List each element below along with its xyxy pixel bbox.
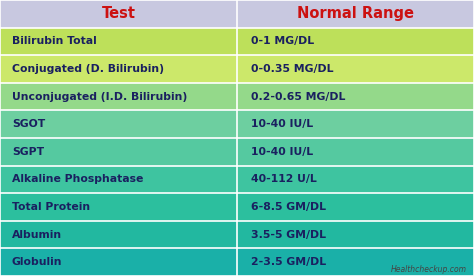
Text: 10-40 IU/L: 10-40 IU/L	[251, 119, 313, 129]
Text: 2-3.5 GM/DL: 2-3.5 GM/DL	[251, 257, 326, 267]
Bar	[0, 221, 474, 248]
Text: 40-112 U/L: 40-112 U/L	[251, 174, 317, 184]
Text: Globulin: Globulin	[12, 257, 63, 267]
Bar	[0, 55, 474, 83]
Text: SGOT: SGOT	[12, 119, 45, 129]
Bar	[0, 28, 474, 55]
Text: 6-8.5 GM/DL: 6-8.5 GM/DL	[251, 202, 326, 212]
Text: 10-40 IU/L: 10-40 IU/L	[251, 147, 313, 157]
Text: Albumin: Albumin	[12, 230, 62, 240]
Text: Bilirubin Total: Bilirubin Total	[12, 36, 97, 46]
Text: Alkaline Phosphatase: Alkaline Phosphatase	[12, 174, 143, 184]
Text: Healthcheckup.com: Healthcheckup.com	[391, 265, 467, 274]
Text: SGPT: SGPT	[12, 147, 44, 157]
Bar	[0, 83, 474, 110]
Text: 0-0.35 MG/DL: 0-0.35 MG/DL	[251, 64, 334, 74]
Text: 3.5-5 GM/DL: 3.5-5 GM/DL	[251, 230, 326, 240]
Text: 0-1 MG/DL: 0-1 MG/DL	[251, 36, 314, 46]
Bar	[0, 166, 474, 193]
Bar	[0, 138, 474, 166]
Bar	[0, 110, 474, 138]
Text: Total Protein: Total Protein	[12, 202, 90, 212]
Bar	[0, 248, 474, 276]
Text: Conjugated (D. Bilirubin): Conjugated (D. Bilirubin)	[12, 64, 164, 74]
Text: Test: Test	[101, 6, 136, 21]
Text: 0.2-0.65 MG/DL: 0.2-0.65 MG/DL	[251, 92, 346, 102]
Text: Unconjugated (I.D. Bilirubin): Unconjugated (I.D. Bilirubin)	[12, 92, 187, 102]
Text: Normal Range: Normal Range	[297, 6, 414, 21]
Bar	[0, 193, 474, 221]
Bar	[0, 0, 474, 28]
